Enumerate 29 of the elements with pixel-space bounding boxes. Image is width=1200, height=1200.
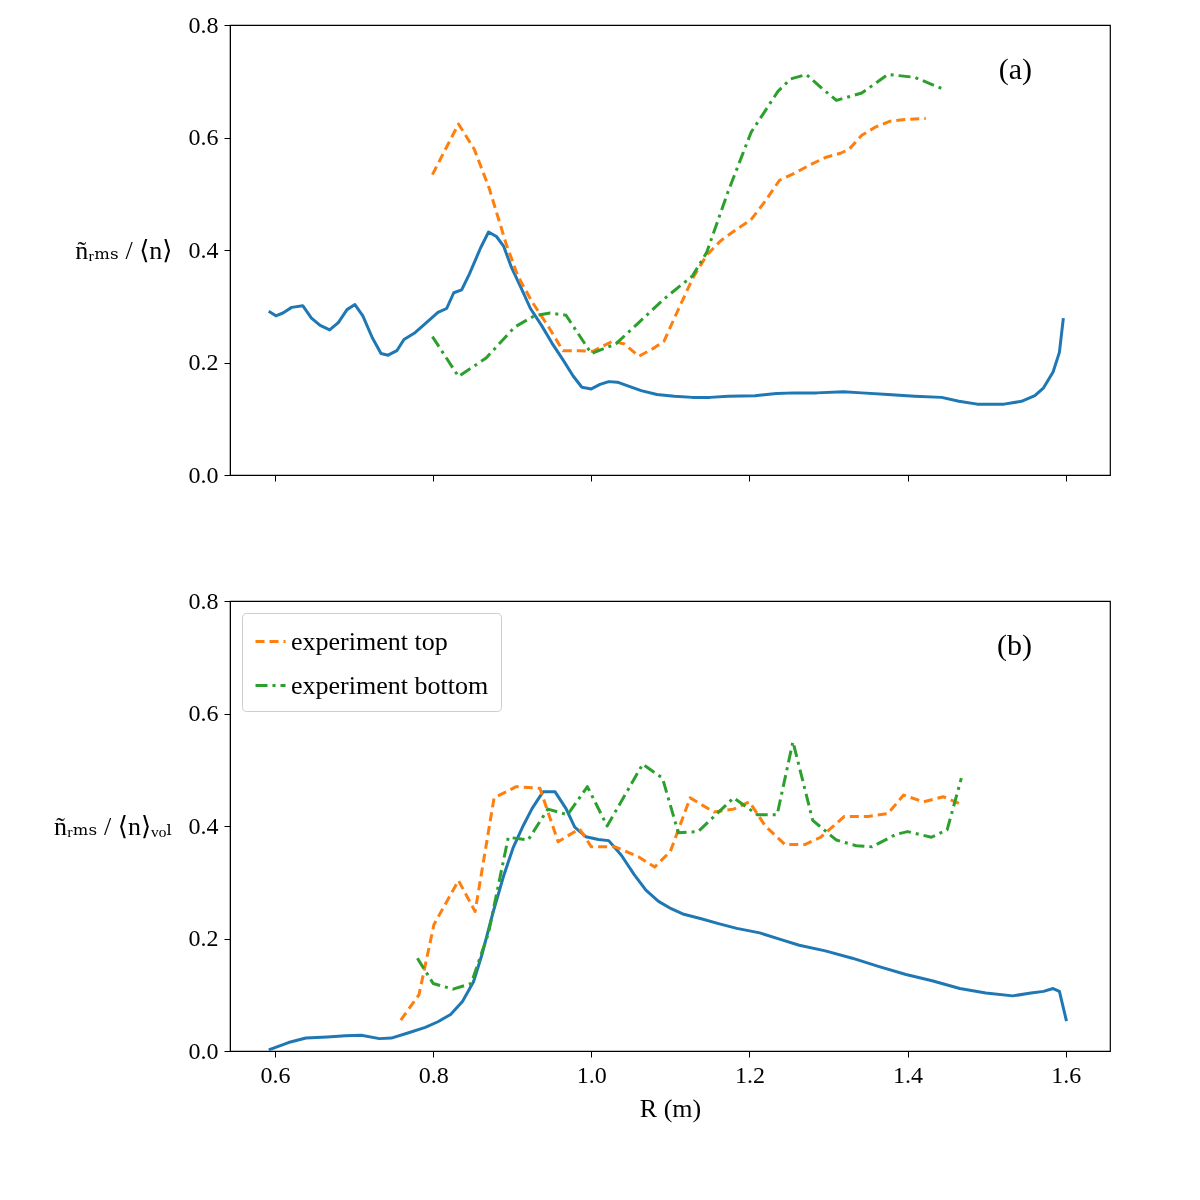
line-series bbox=[430, 73, 945, 379]
x-tick-label: 0.8 bbox=[418, 1061, 449, 1088]
y-tick-label: 0.2 bbox=[188, 925, 219, 951]
y-axis-title: ñᵣₘₛ / ⟨n⟩ᵥₒₗ bbox=[53, 811, 173, 841]
y-tick-label: 0.2 bbox=[188, 349, 219, 375]
y-tick-label: 0.6 bbox=[188, 700, 219, 726]
x-axis-title: R (m) bbox=[639, 1093, 702, 1123]
x-tick-label: 1.0 bbox=[576, 1061, 607, 1088]
y-tick-label: 0.4 bbox=[188, 236, 219, 263]
line-series bbox=[267, 230, 1065, 406]
line-series bbox=[415, 740, 963, 991]
x-tick-label: 1.2 bbox=[734, 1061, 765, 1088]
y-tick-label: 0.4 bbox=[188, 812, 219, 839]
y-tick-label: 0.8 bbox=[188, 11, 219, 38]
annotation: (a) bbox=[998, 52, 1032, 86]
legend-label: experiment top bbox=[291, 626, 448, 656]
x-tick-label: 0.6 bbox=[260, 1061, 291, 1088]
line-series bbox=[430, 116, 928, 358]
x-tick-label: 1.4 bbox=[893, 1061, 924, 1088]
line-series bbox=[267, 790, 1069, 1051]
x-tick-label: 1.6 bbox=[1051, 1061, 1082, 1088]
y-tick-label: 0.0 bbox=[188, 461, 219, 488]
y-axis-title: ñᵣₘₛ / ⟨n⟩ bbox=[75, 235, 173, 265]
y-tick-label: 0.0 bbox=[188, 1037, 219, 1064]
y-tick-label: 0.6 bbox=[188, 124, 219, 150]
legend-label: experiment bottom bbox=[291, 670, 489, 700]
annotation: (b) bbox=[997, 628, 1032, 662]
y-tick-label: 0.8 bbox=[188, 587, 219, 614]
line-series bbox=[399, 785, 961, 1022]
